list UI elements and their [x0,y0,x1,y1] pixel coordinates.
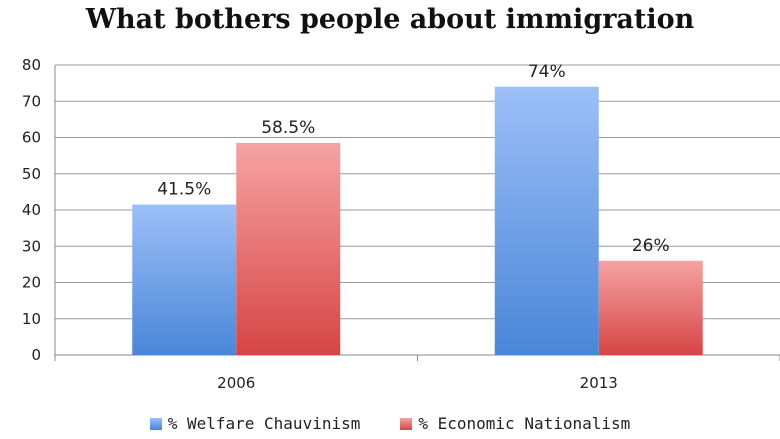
y-tick-label: 50 [22,165,41,183]
bar-welfare-2006 [132,205,236,355]
bar-economic-2013 [599,261,703,355]
bar-economic-2006 [236,143,340,355]
legend-label-welfare: % Welfare Chauvinism [168,414,361,433]
y-tick-label: 80 [22,56,41,74]
bars [132,87,703,355]
data-label: 74% [528,62,566,82]
bar-welfare-2013 [495,87,599,355]
x-tick-label: 2013 [580,374,618,392]
y-tick-label: 40 [22,201,41,219]
data-label: 41.5% [157,180,211,200]
y-tick-label: 10 [22,310,41,328]
y-tick-label: 0 [31,346,41,364]
legend-label-economic: % Economic Nationalism [418,414,630,433]
legend: % Welfare Chauvinism % Economic National… [0,414,780,433]
data-label: 58.5% [261,118,315,138]
legend-item-economic: % Economic Nationalism [400,414,630,433]
legend-item-welfare: % Welfare Chauvinism [150,414,361,433]
x-axis-ticks: 2006 2013 [217,374,618,392]
legend-swatch-welfare [150,418,162,430]
x-tick-label: 2006 [217,374,255,392]
data-label: 26% [632,236,670,256]
y-tick-label: 60 [22,129,41,147]
y-tick-label: 30 [22,237,41,255]
y-tick-label: 20 [22,274,41,292]
y-tick-label: 70 [22,92,41,110]
y-axis-ticks: 0 10 20 30 40 50 60 70 80 [22,56,41,364]
legend-swatch-economic [400,418,412,430]
